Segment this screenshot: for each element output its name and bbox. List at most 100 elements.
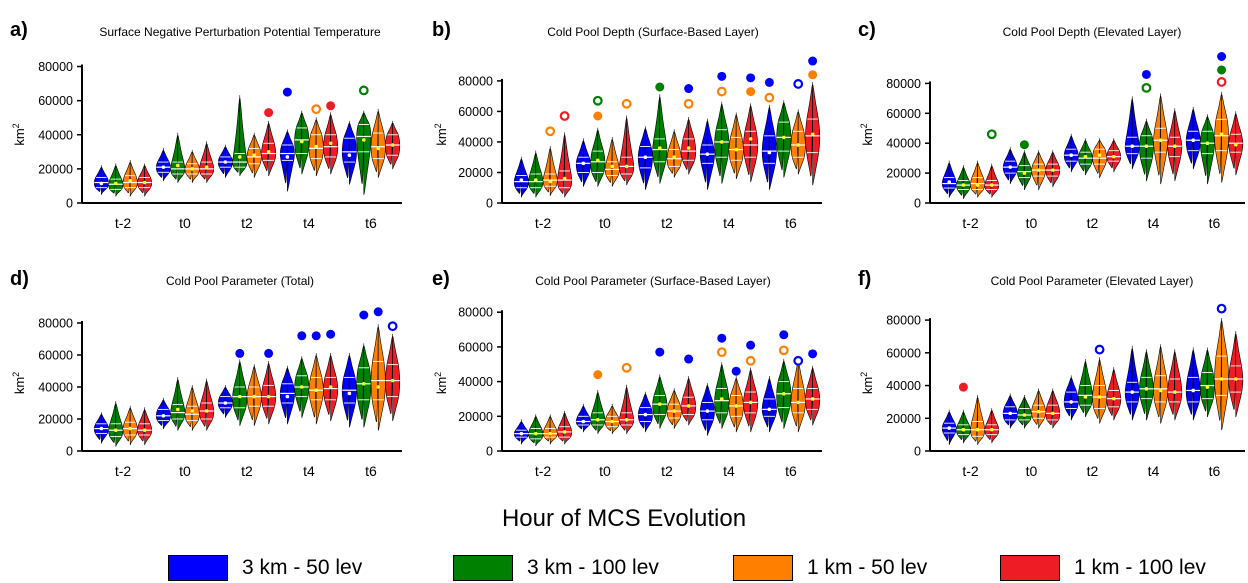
- violin: [1063, 133, 1079, 173]
- outlier-marker: [593, 111, 603, 121]
- outlier-marker: [373, 307, 383, 317]
- mean-marker: [519, 431, 524, 436]
- y-tick-label: 60000: [38, 94, 73, 108]
- violin: [637, 126, 653, 190]
- mean-marker: [376, 385, 381, 389]
- x-tick-label: t6: [785, 463, 797, 479]
- panel-letter: e): [432, 268, 450, 290]
- y-tick-label: 40000: [38, 381, 73, 395]
- y-tick-label: 20000: [886, 412, 921, 426]
- x-tick-label: t-2: [962, 215, 979, 231]
- outlier-marker: [778, 345, 789, 356]
- violin: [199, 378, 215, 431]
- mean-marker: [223, 401, 228, 405]
- mean-marker: [1158, 388, 1163, 393]
- outlier-marker: [655, 82, 665, 92]
- y-tick-label: 40000: [458, 135, 493, 149]
- mean-marker: [328, 385, 333, 389]
- violin: [1002, 393, 1018, 429]
- violin: [1078, 138, 1093, 176]
- mean-marker: [657, 146, 662, 150]
- legend-swatch: [168, 555, 228, 581]
- mean-marker: [237, 155, 242, 159]
- mean-marker: [128, 426, 133, 431]
- violin: [728, 112, 744, 180]
- mean-marker: [1083, 154, 1088, 159]
- violin: [637, 391, 653, 433]
- violin: [217, 144, 233, 178]
- outlier-marker: [1141, 69, 1151, 79]
- violin: [356, 343, 372, 428]
- mean-marker: [1172, 144, 1177, 148]
- mean-marker: [796, 143, 801, 147]
- legend-swatch: [1000, 555, 1060, 581]
- mean-marker: [1022, 413, 1027, 417]
- violin: [184, 384, 200, 431]
- violin: [155, 397, 171, 430]
- mean-marker: [1233, 142, 1238, 147]
- outlier-marker: [264, 108, 274, 118]
- mean-marker: [361, 382, 366, 386]
- violin: [743, 103, 759, 183]
- outlier-marker: [1216, 303, 1227, 314]
- mean-marker: [734, 404, 739, 408]
- outlier-marker: [745, 355, 756, 366]
- y-tick-label: 60000: [38, 349, 73, 363]
- violin: [761, 104, 777, 190]
- violin: [341, 120, 357, 185]
- panel-b: b) Cold Pool Depth (Surface-Based Layer) k…: [432, 19, 822, 231]
- outlier-marker: [779, 330, 789, 340]
- x-tick-label: t4: [303, 463, 315, 479]
- violin: [170, 132, 186, 183]
- mean-marker: [748, 137, 753, 141]
- panel-letter: b): [432, 19, 451, 41]
- violin: [557, 410, 573, 445]
- y-tick-label: 0: [914, 445, 921, 459]
- mean-marker: [975, 427, 980, 432]
- violin: [619, 115, 635, 186]
- violin: [137, 163, 153, 197]
- violin: [542, 146, 558, 196]
- mean-marker: [719, 397, 724, 401]
- mean-marker: [624, 417, 629, 422]
- outlier-marker: [621, 362, 632, 373]
- violin: [1214, 318, 1229, 431]
- y-axis-label: km2: [11, 123, 27, 145]
- outlier-marker: [764, 92, 775, 103]
- y-tick-label: 0: [486, 445, 493, 459]
- outlier-marker: [731, 366, 741, 376]
- mean-marker: [299, 139, 304, 144]
- mean-marker: [252, 394, 257, 399]
- violin: [108, 163, 124, 197]
- violin: [279, 365, 295, 425]
- violin: [1045, 388, 1061, 429]
- outlier-marker: [1216, 77, 1227, 87]
- outlier-marker: [297, 331, 307, 341]
- violin: [1139, 349, 1154, 421]
- outlier-marker: [326, 329, 336, 339]
- mean-marker: [533, 431, 538, 436]
- outlier-marker: [958, 382, 968, 392]
- violin: [93, 412, 109, 444]
- y-tick-label: 60000: [886, 346, 921, 360]
- violin: [776, 358, 792, 429]
- mean-marker: [1111, 154, 1116, 159]
- outlier-marker: [387, 321, 398, 332]
- outlier-marker: [311, 104, 322, 115]
- violin: [714, 362, 730, 429]
- mean-marker: [1111, 396, 1116, 401]
- violin: [294, 356, 310, 418]
- mean-marker: [1050, 411, 1055, 416]
- x-tick-label: t4: [1148, 463, 1160, 479]
- violin: [1124, 345, 1140, 421]
- outlier-marker: [793, 79, 804, 89]
- outlier-marker: [793, 355, 804, 366]
- y-tick-label: 40000: [38, 128, 73, 142]
- x-tick-label: t2: [1087, 463, 1099, 479]
- violin: [956, 165, 971, 200]
- violin: [370, 108, 386, 178]
- mean-marker: [376, 146, 381, 151]
- x-tick-label: t6: [1209, 463, 1221, 479]
- outlier-marker: [326, 101, 336, 111]
